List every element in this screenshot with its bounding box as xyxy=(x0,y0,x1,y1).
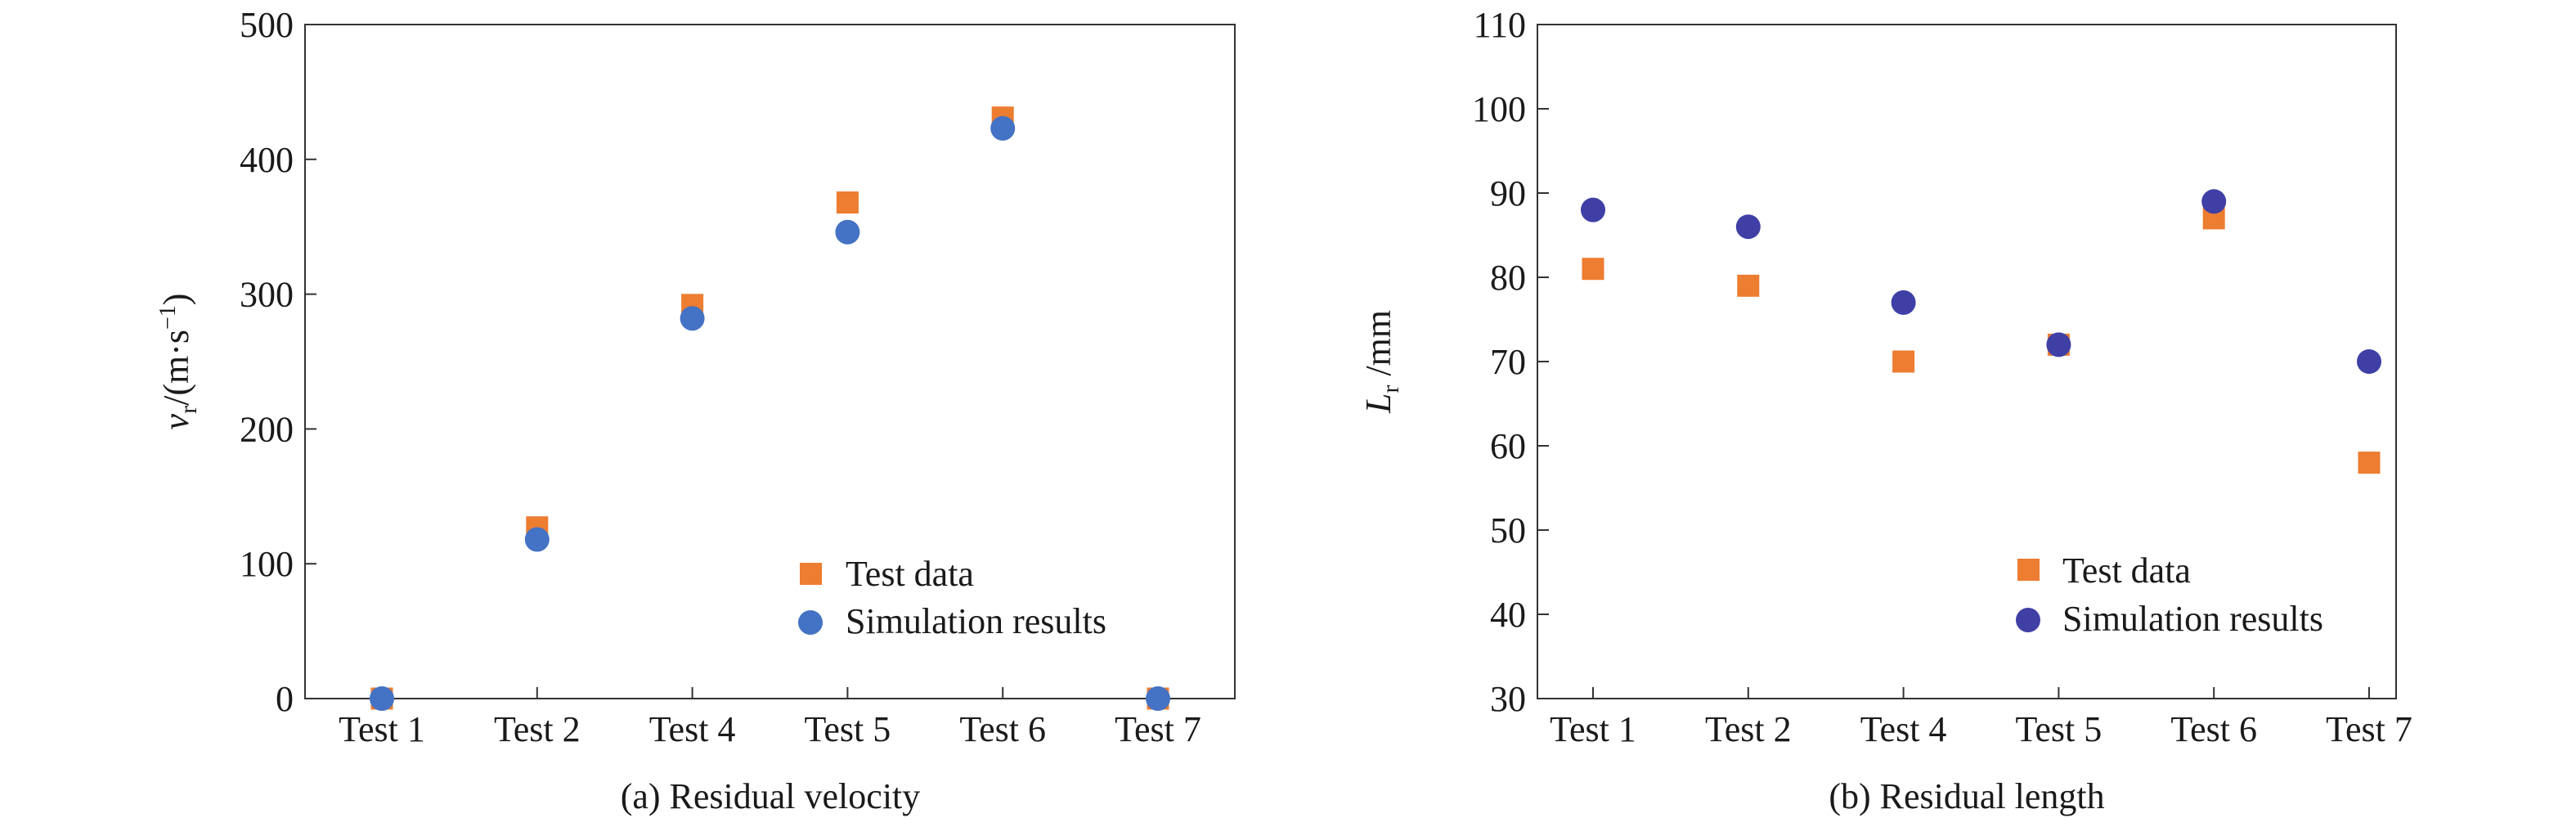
x-tick-label: Test 5 xyxy=(805,709,891,749)
x-tick-label: Test 1 xyxy=(1550,709,1636,749)
chart-b-legend-marker-simulation xyxy=(2016,608,2040,632)
simulation-point xyxy=(2357,349,2381,374)
simulation-point xyxy=(1735,214,1761,240)
chart-a-legend-label-simulation: Simulation results xyxy=(846,601,1106,641)
simulation-point xyxy=(835,219,860,245)
chart-b-x-axis: Test 1 Test 2 Test 4 Test 5 Test 6 Test 7 xyxy=(1550,687,2412,749)
y-tick-label: 50 xyxy=(1490,510,1526,551)
y-tick-label: 60 xyxy=(1490,426,1526,466)
test-data-point xyxy=(836,191,859,214)
y-tick-label: 500 xyxy=(240,5,294,45)
chart-b-y-axis-label: Lr /mm xyxy=(1358,310,1404,414)
chart-b-caption: (b) Residual length xyxy=(1829,776,2104,816)
chart-b-points xyxy=(1581,189,2381,474)
test-data-point xyxy=(1737,274,1760,297)
y-tick-label: 300 xyxy=(240,275,294,315)
y-tick-label: 80 xyxy=(1490,258,1526,298)
simulation-point xyxy=(1891,290,1916,315)
test-data-point xyxy=(2358,452,2381,474)
simulation-point xyxy=(524,527,550,552)
chart-a-y-axis: 0 100 200 300 400 500 xyxy=(240,5,316,719)
simulation-point xyxy=(1146,686,1170,711)
y-tick-label: 90 xyxy=(1490,173,1526,213)
y-tick-label: 100 xyxy=(1472,89,1526,129)
chart-b-y-axis: 30 40 50 60 70 80 90 100 110 xyxy=(1472,5,1549,719)
chart-b-plot-frame xyxy=(1537,24,2397,699)
y-tick-label: 200 xyxy=(240,409,294,449)
simulation-point xyxy=(1581,197,1605,222)
chart-a-caption: (a) Residual velocity xyxy=(621,776,921,816)
chart-b-legend-label-simulation: Simulation results xyxy=(2062,599,2323,639)
chart-a-plot-frame xyxy=(304,24,1236,699)
chart-b-legend-label-test-data: Test data xyxy=(2062,551,2191,591)
chart-a-legend: Test data Simulation results xyxy=(798,554,1106,641)
x-tick-label: Test 6 xyxy=(959,709,1046,749)
x-tick-label: Test 4 xyxy=(649,709,736,749)
chart-b-legend: Test data Simulation results xyxy=(2016,551,2323,639)
simulation-point xyxy=(680,306,705,331)
chart-a-points xyxy=(370,106,1170,711)
x-tick-label: Test 2 xyxy=(494,709,581,749)
y-tick-label: 400 xyxy=(240,140,294,180)
x-tick-label: Test 7 xyxy=(2326,709,2412,749)
x-tick-label: Test 7 xyxy=(1115,709,1201,749)
simulation-point xyxy=(990,115,1016,141)
test-data-point xyxy=(1582,258,1604,281)
chart-a-x-axis: Test 1 Test 2 Test 4 Test 5 Test 6 Test 7 xyxy=(339,687,1201,749)
test-data-point xyxy=(1892,350,1915,373)
chart-a-y-axis-label: vr/(m·s−1) xyxy=(155,294,202,430)
x-tick-label: Test 6 xyxy=(2170,709,2257,749)
chart-a-legend-label-test-data: Test data xyxy=(846,554,974,594)
x-tick-label: Test 2 xyxy=(1705,709,1792,749)
simulation-point xyxy=(2201,189,2227,214)
x-tick-label: Test 5 xyxy=(2016,709,2103,749)
simulation-point xyxy=(2046,332,2071,357)
chart-a-legend-marker-simulation xyxy=(798,610,823,635)
y-tick-label: 0 xyxy=(276,679,294,719)
y-tick-label: 30 xyxy=(1490,679,1526,719)
y-tick-label: 110 xyxy=(1474,5,1526,45)
chart-a-legend-marker-test-data xyxy=(800,563,822,585)
y-tick-label: 40 xyxy=(1490,595,1526,635)
x-tick-label: Test 1 xyxy=(339,709,425,749)
chart-b-legend-marker-test-data xyxy=(2017,559,2040,581)
simulation-point xyxy=(370,686,394,711)
y-tick-label: 70 xyxy=(1490,342,1526,382)
y-tick-label: 100 xyxy=(240,544,294,584)
x-tick-label: Test 4 xyxy=(1860,709,1947,749)
